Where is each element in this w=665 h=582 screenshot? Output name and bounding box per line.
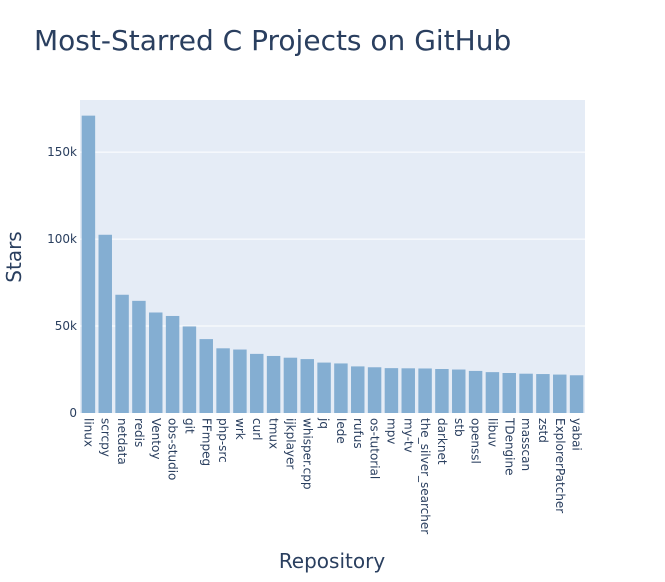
x-tick-label: ijkplayer (283, 418, 297, 469)
x-tick-label: scrcpy (98, 418, 112, 457)
x-tick-label: whisper.cpp (300, 418, 314, 489)
y-tick-label: 50k (55, 319, 77, 333)
bar (132, 300, 146, 413)
x-tick-label: linux (81, 418, 95, 447)
bar (317, 362, 331, 413)
bar (300, 359, 314, 413)
x-tick-label: git (182, 418, 196, 434)
bar (553, 374, 567, 413)
x-tick-label: obs-studio (166, 418, 180, 480)
bar (199, 339, 213, 413)
x-tick-label: tmux (267, 418, 281, 449)
bar (468, 370, 483, 413)
bar (165, 315, 180, 413)
bars (81, 115, 584, 414)
x-tick-label: zstd (536, 418, 550, 443)
x-tick-label: redis (132, 418, 146, 447)
bar (81, 115, 96, 414)
y-tick-label: 0 (69, 406, 77, 420)
bar (216, 348, 230, 413)
x-tick-label: curl (250, 418, 264, 440)
bar (519, 373, 533, 413)
bar (182, 326, 197, 413)
y-axis-ticks: 0 50k 100k 150k (47, 145, 77, 420)
x-tick-label: FFmpeg (199, 418, 213, 466)
y-tick-label: 150k (47, 145, 77, 159)
x-tick-label: openssl (469, 418, 483, 464)
chart-title: Most-Starred C Projects on GitHub (34, 24, 511, 57)
x-tick-label: my-tv (401, 418, 415, 453)
bar (401, 368, 415, 413)
bar (334, 363, 348, 413)
bar (536, 374, 550, 413)
x-tick-label: netdata (115, 418, 129, 465)
y-axis-title: Stars (2, 231, 26, 282)
x-tick-label: darknet (435, 418, 449, 465)
x-axis-title: Repository (279, 549, 386, 573)
x-axis-ticks: linux scrcpy netdata redis Ventoy obs-studio g… (81, 417, 583, 534)
x-tick-label: php-src (216, 418, 230, 463)
bar (351, 366, 365, 413)
x-tick-label: jq (317, 417, 331, 429)
bar (149, 312, 163, 413)
x-tick-label: rufus (351, 418, 365, 449)
x-tick-label: yabai (570, 418, 584, 451)
bar (367, 367, 382, 413)
x-tick-label: wrk (233, 418, 247, 440)
bar (452, 369, 466, 413)
bar (115, 294, 129, 413)
bar (502, 373, 516, 413)
x-tick-label: Ventoy (149, 418, 163, 459)
bar (418, 368, 432, 413)
bar (435, 369, 449, 413)
bar (485, 372, 500, 413)
x-tick-label: TDengine (502, 417, 516, 476)
gridlines (80, 151, 585, 327)
x-tick-label: os-tutorial (368, 418, 382, 479)
bar (98, 234, 112, 413)
x-tick-label: the_silver_searcher (418, 418, 432, 534)
x-tick-label: libuv (485, 418, 499, 447)
bar (569, 375, 584, 413)
x-tick-label: mpv (384, 418, 398, 444)
x-tick-label: lede (334, 418, 348, 444)
y-tick-label: 100k (47, 232, 77, 246)
bar (384, 368, 399, 413)
x-tick-label: stb (452, 418, 466, 437)
bar (266, 355, 281, 413)
bar (283, 357, 298, 413)
x-tick-label: masscan (519, 418, 533, 471)
bar (233, 349, 247, 413)
bar (250, 353, 264, 413)
x-tick-label: ExplorerPatcher (553, 418, 567, 513)
